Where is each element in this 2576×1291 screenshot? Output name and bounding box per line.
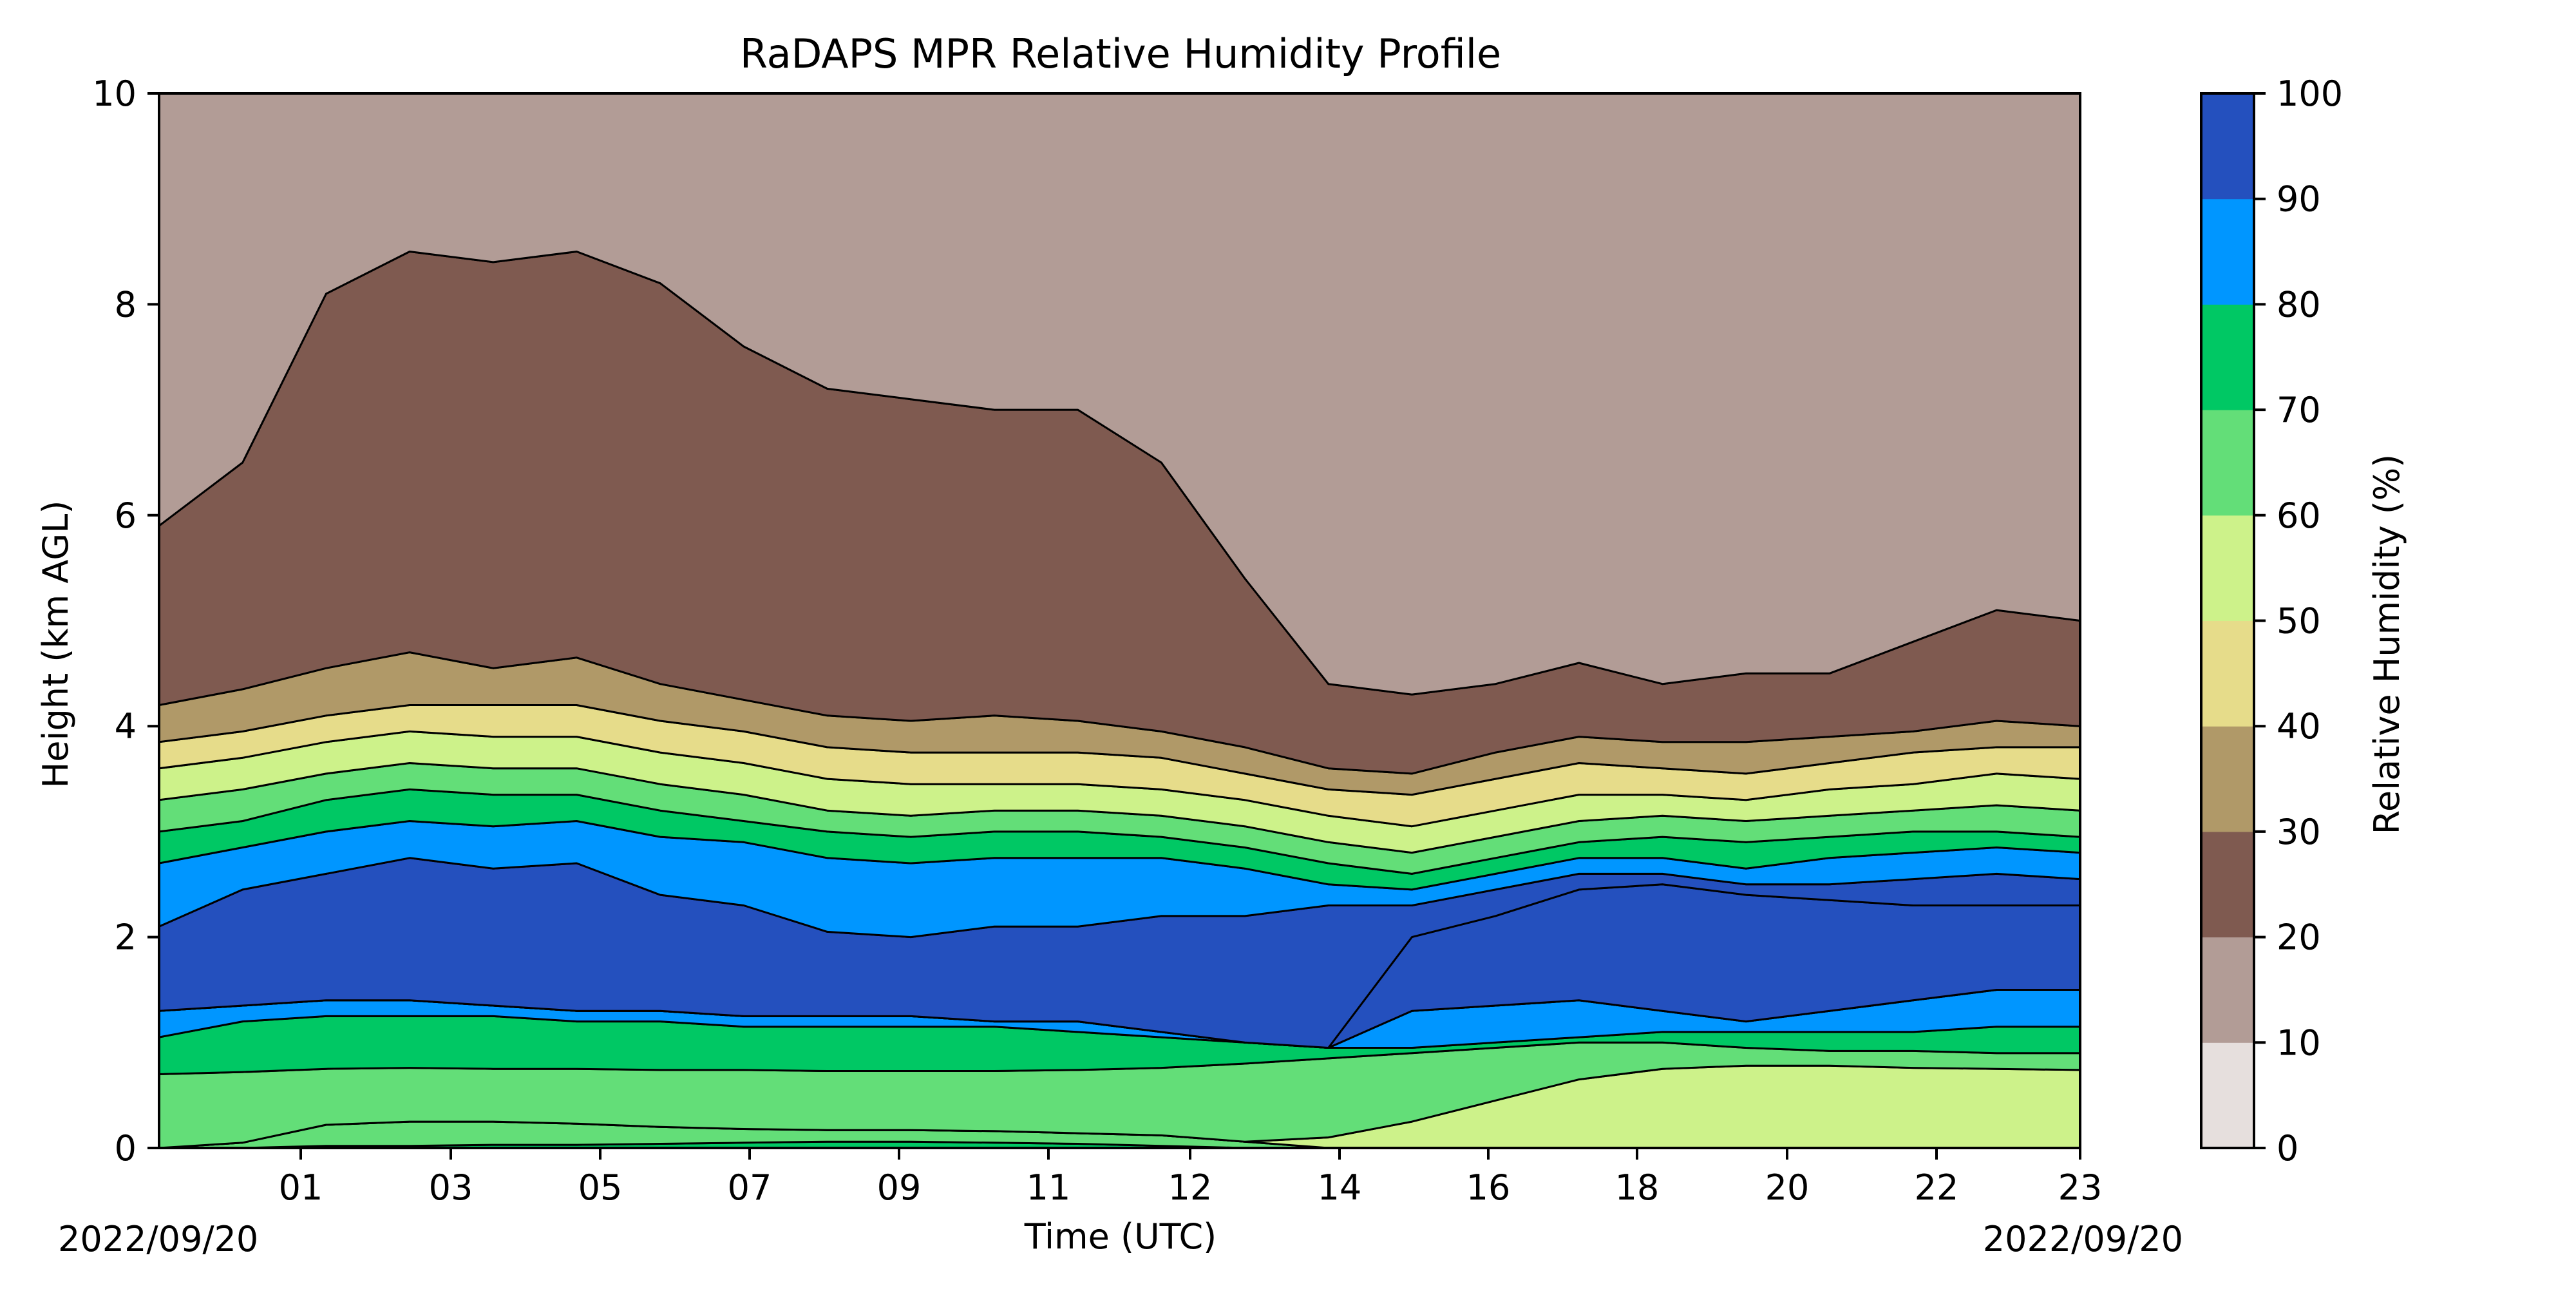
y-tick-label: 8 (115, 284, 137, 325)
x-tick-label: 20 (1765, 1167, 1810, 1208)
chart-title: RaDAPS MPR Relative Humidity Profile (740, 30, 1501, 77)
x-tick-label: 22 (1915, 1167, 1959, 1208)
x-tick-label: 03 (429, 1167, 473, 1208)
colorbar-tick-label: 0 (2277, 1128, 2298, 1169)
colorbar-tick-label: 70 (2277, 390, 2321, 430)
colorbar-tick-label: 100 (2277, 73, 2343, 114)
x-tick-label: 14 (1318, 1167, 1362, 1208)
x-tick-label: 05 (578, 1167, 623, 1208)
colorbar-segment (2201, 93, 2254, 200)
colorbar-tick-label: 40 (2277, 706, 2321, 747)
colorbar-segment (2201, 304, 2254, 410)
y-tick-label: 6 (115, 495, 137, 536)
colorbar-segment (2201, 937, 2254, 1043)
colorbar-tick-label: 30 (2277, 812, 2321, 852)
colorbar-segment (2201, 831, 2254, 938)
colorbar-segment (2201, 620, 2254, 727)
colorbar-segment (2201, 410, 2254, 516)
colorbar-tick-label: 50 (2277, 601, 2321, 642)
y-tick-label: 0 (115, 1128, 137, 1169)
x-tick-label: 18 (1615, 1167, 1660, 1208)
y-tick-label: 10 (92, 73, 137, 114)
x-tick-label: 11 (1027, 1167, 1071, 1208)
colorbar-label: Relative Humidity (%) (2367, 454, 2407, 834)
x-tick-label: 01 (279, 1167, 323, 1208)
start-date-label: 2022/09/20 (58, 1219, 258, 1259)
x-axis-label: Time (UTC) (1024, 1216, 1217, 1257)
x-tick-label: 07 (728, 1167, 772, 1208)
colorbar-segment (2201, 726, 2254, 832)
colorbar-tick-label: 20 (2277, 917, 2321, 958)
colorbar-tick-label: 90 (2277, 179, 2321, 220)
colorbar-segment (2201, 1042, 2254, 1149)
colorbar-tick-label: 10 (2277, 1022, 2321, 1063)
x-tick-label: 23 (2058, 1167, 2103, 1208)
x-tick-label: 09 (877, 1167, 922, 1208)
colorbar: 0 10 20 30 40 50 60 70 80 90 100 (2200, 73, 2343, 1169)
colorbar-segment (2201, 515, 2254, 621)
plot-area (158, 92, 2081, 1149)
y-tick-label: 4 (115, 706, 137, 747)
plot-frame (158, 92, 2081, 1149)
end-date-label: 2022/09/20 (1983, 1219, 2183, 1259)
colorbar-tick-label: 60 (2277, 495, 2321, 536)
x-tick-label: 12 (1168, 1167, 1213, 1208)
colorbar-tick-label: 80 (2277, 284, 2321, 325)
y-tick-label: 2 (115, 917, 137, 958)
x-tick-label: 16 (1466, 1167, 1511, 1208)
y-axis-label: Height (km AGL) (35, 501, 76, 789)
axes: 0 2 4 6 8 10 01 03 05 07 09 11 12 14 16 18 20 22 23 (92, 73, 2102, 1208)
colorbar-segment (2201, 198, 2254, 305)
